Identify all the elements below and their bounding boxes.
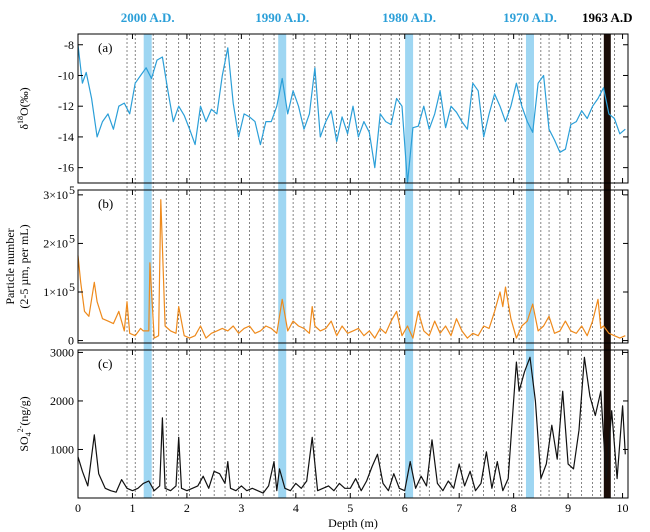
x-tick-label: 4 [293,501,299,515]
y-tick-label: 3×10 [43,188,68,202]
panel-frames [77,33,629,499]
y-tick-label: -12 [58,99,74,113]
series-line [77,199,626,339]
x-tick-label: 3 [238,501,244,515]
year-band [525,34,534,498]
y-tick-exponent: 5 [69,280,75,294]
x-tick-label: 9 [565,501,571,515]
x-tick-label: 7 [456,501,462,515]
year-band [603,34,611,498]
x-tick-label: 5 [347,501,353,515]
y-axis-label: SO42-(ng/g) [16,396,33,451]
panel-frame [77,189,629,344]
panel-label: (c) [98,356,112,371]
y-tick-exponent: 5 [69,231,75,245]
year-bands [143,34,611,498]
y-tick-label: 2000 [50,394,74,408]
x-tick-label: 8 [511,501,517,515]
y-tick-label: -8 [64,38,74,52]
y-tick-label: 2×10 [43,236,68,250]
y-axis-label: δ18O(‰) [16,87,31,129]
y-tick-label: 1000 [50,442,74,456]
y-axis-label: (2-5 µm, per mL) [17,224,31,308]
year-label: 1970 A.D. [503,10,557,25]
year-label: 1990 A.D. [255,10,309,25]
y-axis-label: Particle number [3,228,17,304]
series-line [77,44,626,184]
y-tick-label: -10 [58,68,74,82]
panel-frame [77,349,629,499]
y-tick-exponent: 5 [69,183,75,197]
year-band [143,34,152,498]
x-tick-label: 0 [75,501,81,515]
x-tick-label: 1 [129,501,135,515]
year-label: 1963 A.D [582,10,633,25]
y-tick-label: 1×10 [43,285,68,299]
panel-frame [77,33,629,184]
x-tick-label: 2 [184,501,190,515]
axes: (a)-8-10-12-14-16(b)01×10 52×10 53×10 5(c)1… [3,34,629,530]
x-tick-label: 10 [617,501,629,515]
series-line [77,356,626,494]
year-label: 2000 A.D. [121,10,175,25]
x-tick-label: 6 [402,501,408,515]
y-tick-label: 0 [68,334,74,348]
dashed-gridlines [126,34,615,498]
year-label: 1980 A.D. [382,10,436,25]
y-tick-label: -16 [58,161,74,175]
y-tick-label: 3000 [50,345,74,359]
panel-label: (b) [98,196,113,211]
year-band [405,34,414,498]
y-tick-label: -14 [58,130,74,144]
x-axis-label: Depth (m) [328,516,378,530]
year-band [278,34,287,498]
panel-label: (a) [98,40,112,55]
year-labels: 2000 A.D. 1990 A.D. 1980 A.D. 1970 A.D. 1963… [121,10,633,25]
series-lines [77,44,626,494]
